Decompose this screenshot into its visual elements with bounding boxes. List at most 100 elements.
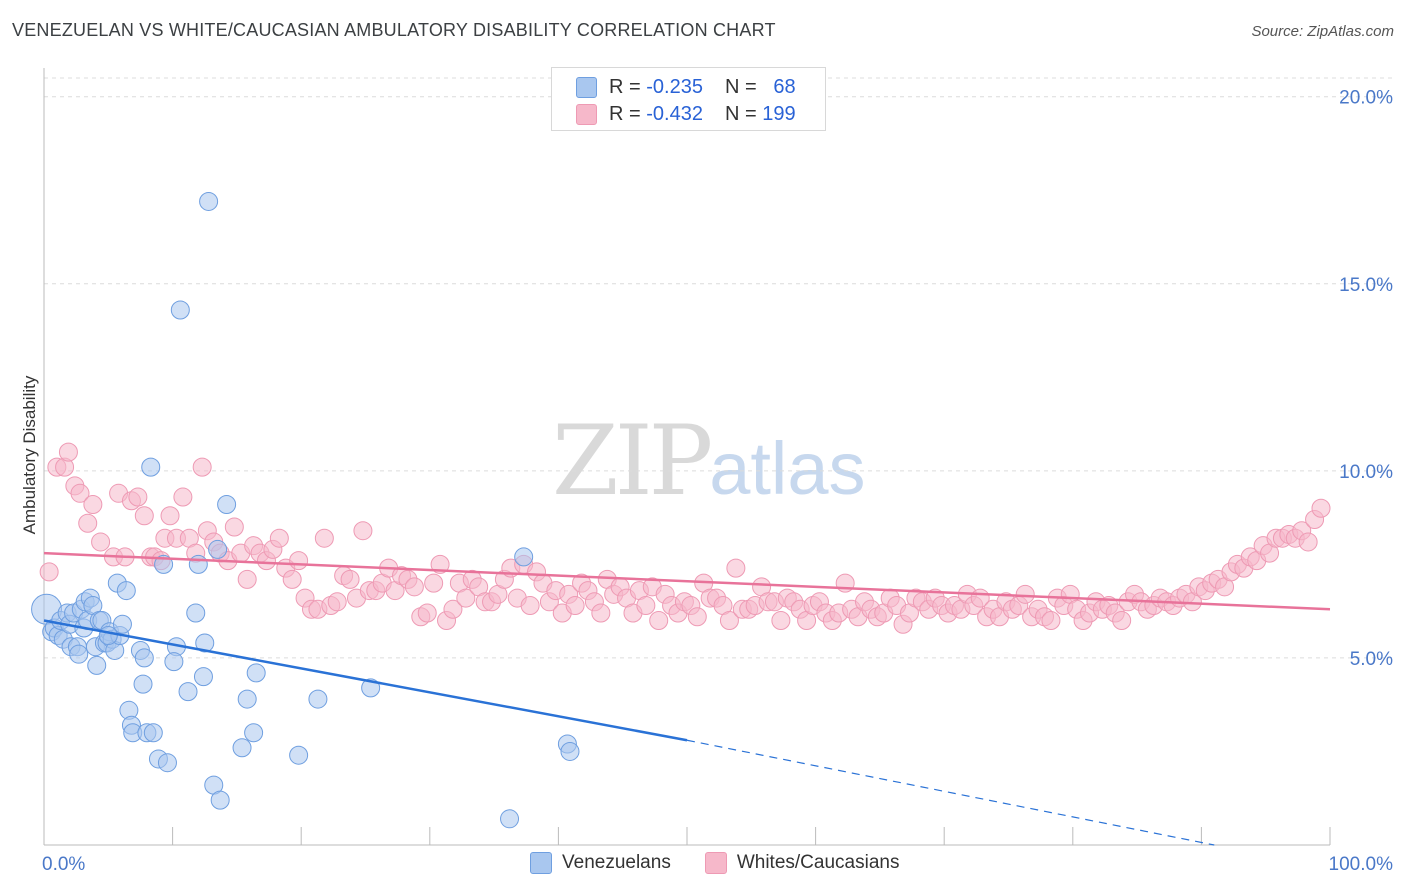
white-point — [771, 611, 791, 631]
white-point — [327, 592, 347, 612]
venezuelan-point — [195, 633, 215, 653]
white-point — [417, 603, 437, 623]
white-point — [160, 506, 180, 526]
y-tick-label: 10.0% — [1339, 462, 1393, 483]
legend-n-value: 68 — [773, 75, 796, 98]
venezuelan-point — [154, 554, 174, 574]
white-point — [591, 603, 611, 623]
y-axis-label: Ambulatory Disability — [20, 375, 39, 534]
white-point — [353, 521, 373, 541]
watermark-zip: ZIP — [552, 405, 713, 517]
watermark: ZIPatlas — [552, 405, 866, 517]
legend-n-value: 199 — [762, 102, 796, 125]
legend-r-value: -0.235 — [646, 75, 703, 98]
series-legend-venezuelans[interactable]: Venezuelans — [530, 852, 671, 874]
white-point — [83, 495, 103, 515]
white-point — [282, 569, 302, 589]
white-point — [726, 558, 746, 578]
white-point — [289, 551, 309, 571]
white-point — [719, 611, 739, 631]
venezuelan-trend-extension — [686, 739, 1215, 846]
venezuelan-point — [308, 689, 328, 709]
venezuelan-point — [188, 554, 208, 574]
white-point — [456, 588, 476, 608]
venezuelan-point — [98, 625, 118, 645]
y-tick-label: 5.0% — [1350, 649, 1393, 670]
venezuelan-trend-line — [43, 619, 688, 742]
venezuelan-point — [193, 667, 213, 687]
white-point — [424, 573, 444, 593]
white-point — [565, 596, 585, 616]
venezuelan-point — [170, 300, 190, 320]
white-point — [636, 596, 656, 616]
white-point — [430, 554, 450, 574]
venezuelan-point — [246, 663, 266, 683]
white-point — [128, 487, 148, 507]
legend-row-whites: R = -0.432 N = 199 — [576, 101, 796, 127]
legend-r-label: R = — [609, 102, 641, 125]
x-tick-label: 0.0% — [42, 854, 85, 875]
legend-swatch-venezuelans — [576, 76, 597, 98]
correlation-legend: R = -0.235 N = 68 R = -0.432 N = 199 — [551, 67, 826, 131]
white-point — [404, 577, 424, 597]
y-tick-label: 15.0% — [1339, 275, 1393, 296]
legend-r-label: R = — [609, 75, 641, 98]
white-point — [649, 611, 669, 631]
venezuelan-point — [164, 652, 184, 672]
chart-title: VENEZUELAN VS WHITE/CAUCASIAN AMBULATORY… — [12, 20, 776, 40]
white-point — [173, 487, 193, 507]
series-legend-label: Venezuelans — [562, 852, 671, 873]
white-point — [1311, 498, 1331, 518]
series-swatch-venezuelans — [530, 852, 552, 874]
white-point — [314, 528, 334, 548]
white-point — [340, 569, 360, 589]
white-point — [70, 483, 90, 503]
venezuelan-point — [232, 738, 252, 758]
white-point — [91, 532, 111, 552]
white-point — [58, 442, 78, 462]
white-point — [1015, 584, 1035, 604]
venezuelan-point — [133, 674, 153, 694]
white-point — [78, 513, 98, 533]
venezuelan-point — [112, 614, 132, 634]
venezuelan-point — [134, 648, 154, 668]
venezuelan-point — [514, 547, 534, 567]
white-point — [237, 569, 257, 589]
venezuelan-point — [69, 644, 89, 664]
series-legend-whites[interactable]: Whites/Caucasians — [704, 852, 899, 874]
venezuelan-point — [199, 191, 219, 211]
venezuelan-point — [178, 682, 198, 702]
white-point — [687, 607, 707, 627]
white-point — [1298, 532, 1318, 552]
venezuelan-point — [157, 753, 177, 773]
venezuelan-point — [289, 745, 309, 765]
source-label: Source: ZipAtlas.com — [1251, 23, 1394, 40]
venezuelan-point — [116, 581, 136, 601]
venezuelan-point — [87, 655, 107, 675]
watermark-atlas: atlas — [709, 427, 866, 510]
legend-row-venezuelans: R = -0.235 N = 68 — [576, 74, 796, 100]
venezuelan-point — [210, 790, 230, 810]
white-point — [520, 596, 540, 616]
series-swatch-whites — [704, 852, 727, 874]
venezuelan-point — [143, 723, 163, 743]
y-tick-label: 20.0% — [1339, 88, 1393, 109]
legend-n-label: N = — [724, 102, 757, 125]
venezuelan-point — [208, 539, 228, 559]
white-trend-line — [43, 551, 1331, 611]
legend-swatch-whites — [576, 103, 597, 125]
venezuelan-point — [141, 457, 161, 477]
venezuelan-point — [244, 723, 264, 743]
legend-r-value: -0.432 — [646, 102, 703, 125]
legend-n-label: N = — [724, 75, 757, 98]
white-point — [224, 517, 244, 537]
venezuelan-point — [217, 495, 237, 515]
white-point — [1112, 611, 1132, 631]
white-point — [192, 457, 212, 477]
x-tick-label: 100.0% — [1329, 854, 1394, 875]
white-point — [39, 562, 59, 582]
white-point — [1041, 611, 1061, 631]
white-point — [134, 506, 154, 526]
venezuelan-point — [560, 741, 580, 761]
